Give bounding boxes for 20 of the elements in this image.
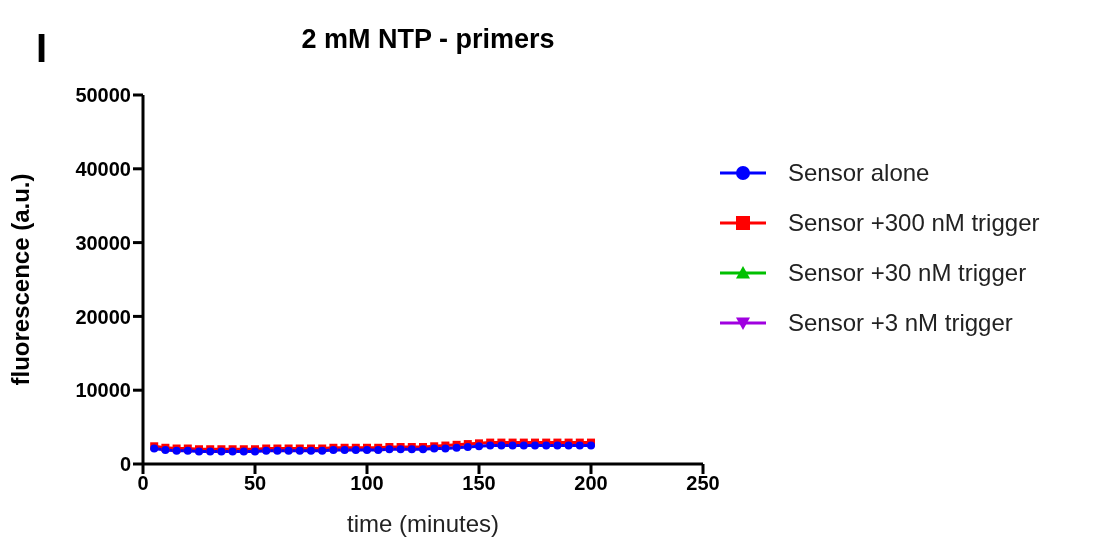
chart-title: 2 mM NTP - primers	[301, 24, 555, 54]
legend-label: Sensor +30 nM trigger	[788, 259, 1027, 287]
x-tick-label: 0	[137, 472, 149, 495]
x-tick-label: 100	[350, 472, 384, 495]
x-tick-label: 50	[243, 472, 267, 495]
y-tick-label: 20000	[75, 305, 131, 328]
legend-label: Sensor alone	[788, 159, 930, 187]
x-tick-label: 250	[686, 472, 720, 495]
y-axis-title: fluorescence (a.u.)	[6, 173, 34, 386]
panel-letter: I	[36, 26, 48, 71]
x-tick-label: 200	[574, 472, 608, 495]
y-tick-label: 30000	[75, 231, 131, 254]
legend-label: Sensor +300 nM trigger	[788, 209, 1040, 237]
legend-label: Sensor +3 nM trigger	[788, 309, 1013, 337]
y-tick-label: 10000	[75, 379, 131, 402]
y-tick-label: 0	[119, 453, 131, 476]
x-tick-label: 150	[462, 472, 496, 495]
y-tick-label: 50000	[75, 84, 131, 107]
x-axis-title: time (minutes)	[346, 510, 500, 537]
y-tick-label: 40000	[75, 157, 131, 180]
